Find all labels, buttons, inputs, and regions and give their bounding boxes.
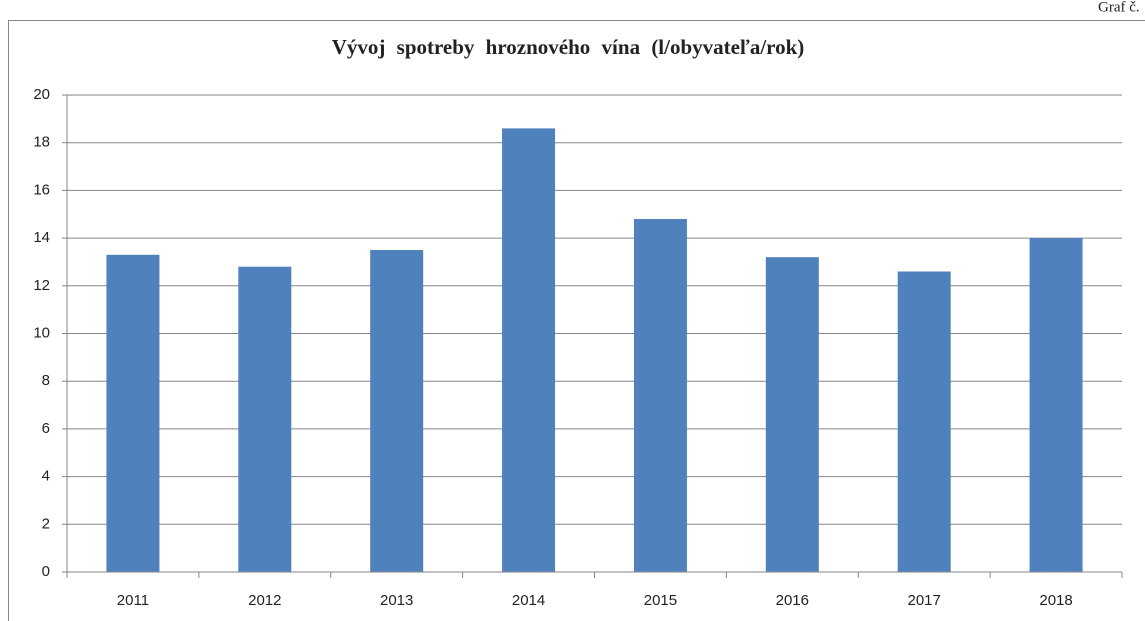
y-tick-label: 20 [33, 86, 50, 103]
y-tick-label: 0 [42, 563, 50, 580]
x-tick-label: 2014 [512, 592, 545, 609]
bar [106, 254, 160, 573]
x-tick-label: 2011 [117, 592, 149, 609]
x-tick-label: 2013 [380, 592, 413, 609]
y-tick-label: 18 [33, 134, 50, 151]
chart-frame [8, 20, 1145, 621]
y-tick-label: 6 [42, 420, 50, 437]
x-tick-label: 2018 [1039, 592, 1072, 609]
y-tick-label: 10 [33, 324, 50, 341]
y-tick-label: 14 [33, 229, 50, 246]
chart-title: Vývoj spotreby hroznového vína (l/obyvat… [332, 35, 805, 59]
y-tick-label: 12 [33, 277, 50, 294]
x-tick-label: 2015 [644, 592, 677, 609]
bar [897, 271, 951, 572]
x-tick-label: 2016 [776, 592, 809, 609]
bar [370, 250, 424, 572]
x-tick-label: 2012 [248, 592, 281, 609]
x-tick-label: 2017 [908, 592, 941, 609]
bar [502, 128, 556, 572]
y-tick-label: 16 [33, 181, 50, 198]
bar [238, 266, 292, 572]
figure-label: Graf č. [1098, 0, 1140, 15]
y-tick-label: 8 [42, 372, 50, 389]
y-tick-label: 2 [42, 515, 50, 532]
bar [765, 257, 819, 572]
bar [1029, 238, 1083, 572]
bar [633, 219, 687, 572]
y-tick-label: 4 [42, 468, 50, 485]
